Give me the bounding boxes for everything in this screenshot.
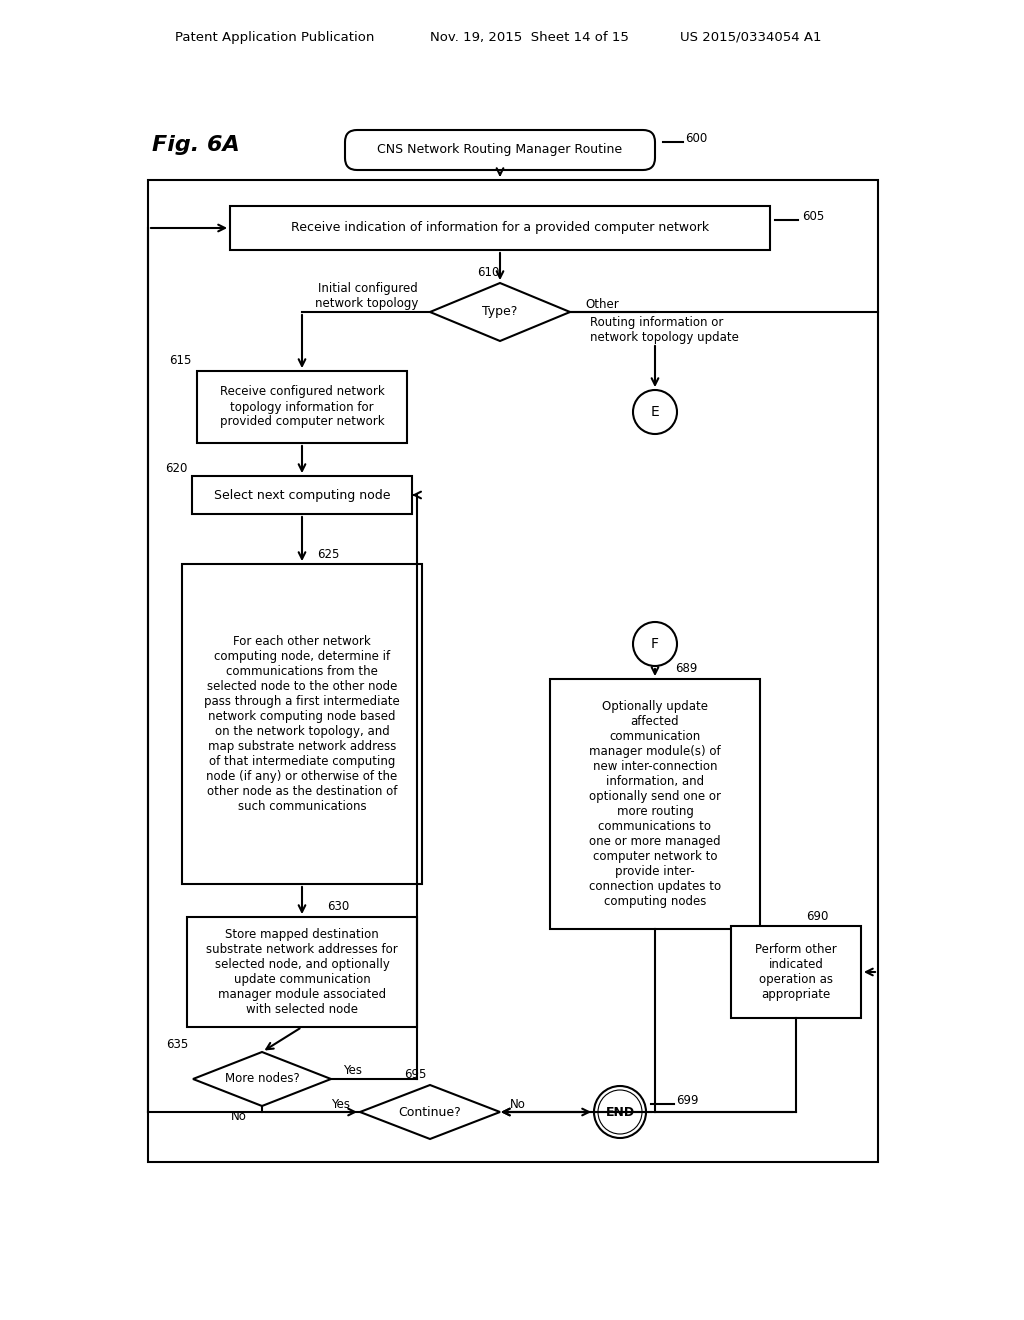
Text: US 2015/0334054 A1: US 2015/0334054 A1 — [680, 30, 821, 44]
Text: Store mapped destination
substrate network addresses for
selected node, and opti: Store mapped destination substrate netwo… — [206, 928, 398, 1016]
Text: 635: 635 — [166, 1038, 188, 1051]
Text: More nodes?: More nodes? — [224, 1072, 299, 1085]
Text: Yes: Yes — [343, 1064, 362, 1077]
Text: 605: 605 — [802, 210, 824, 223]
Text: Other: Other — [585, 297, 618, 310]
Circle shape — [633, 622, 677, 667]
Text: Routing information or
network topology update: Routing information or network topology … — [590, 315, 739, 345]
FancyBboxPatch shape — [187, 917, 417, 1027]
Text: CNS Network Routing Manager Routine: CNS Network Routing Manager Routine — [378, 144, 623, 157]
FancyBboxPatch shape — [197, 371, 407, 444]
Polygon shape — [360, 1085, 500, 1139]
Text: 695: 695 — [403, 1068, 426, 1081]
FancyBboxPatch shape — [731, 927, 861, 1018]
Circle shape — [598, 1090, 642, 1134]
Text: No: No — [231, 1110, 247, 1122]
Text: Type?: Type? — [482, 305, 518, 318]
Text: 699: 699 — [676, 1093, 698, 1106]
Circle shape — [594, 1086, 646, 1138]
FancyBboxPatch shape — [182, 564, 422, 884]
Text: Nov. 19, 2015  Sheet 14 of 15: Nov. 19, 2015 Sheet 14 of 15 — [430, 30, 629, 44]
Text: 620: 620 — [165, 462, 187, 474]
Text: Perform other
indicated
operation as
appropriate: Perform other indicated operation as app… — [755, 942, 837, 1001]
Text: For each other network
computing node, determine if
communications from the
sele: For each other network computing node, d… — [204, 635, 400, 813]
Text: Receive configured network
topology information for
provided computer network: Receive configured network topology info… — [219, 385, 384, 429]
Text: Patent Application Publication: Patent Application Publication — [175, 30, 375, 44]
Text: Initial configured
network topology: Initial configured network topology — [314, 282, 418, 310]
Text: Optionally update
affected
communication
manager module(s) of
new inter-connecti: Optionally update affected communication… — [589, 700, 721, 908]
Text: Fig. 6A: Fig. 6A — [152, 135, 240, 154]
Text: Yes: Yes — [331, 1097, 350, 1110]
Text: 600: 600 — [685, 132, 708, 144]
FancyBboxPatch shape — [345, 129, 655, 170]
Text: END: END — [605, 1106, 635, 1118]
Text: Receive indication of information for a provided computer network: Receive indication of information for a … — [291, 222, 709, 235]
Text: Continue?: Continue? — [398, 1106, 462, 1118]
Text: No: No — [510, 1097, 526, 1110]
FancyBboxPatch shape — [193, 477, 412, 513]
Text: 615: 615 — [170, 355, 193, 367]
Circle shape — [633, 389, 677, 434]
Text: 689: 689 — [675, 663, 697, 676]
Text: Select next computing node: Select next computing node — [214, 488, 390, 502]
Text: 625: 625 — [317, 548, 339, 561]
Polygon shape — [193, 1052, 331, 1106]
FancyBboxPatch shape — [148, 180, 878, 1162]
Text: F: F — [651, 638, 659, 651]
FancyBboxPatch shape — [230, 206, 770, 249]
Text: 630: 630 — [327, 900, 349, 913]
Text: E: E — [650, 405, 659, 418]
Text: 610: 610 — [477, 267, 499, 280]
Text: 690: 690 — [806, 909, 828, 923]
Polygon shape — [430, 282, 570, 341]
FancyBboxPatch shape — [550, 678, 760, 929]
